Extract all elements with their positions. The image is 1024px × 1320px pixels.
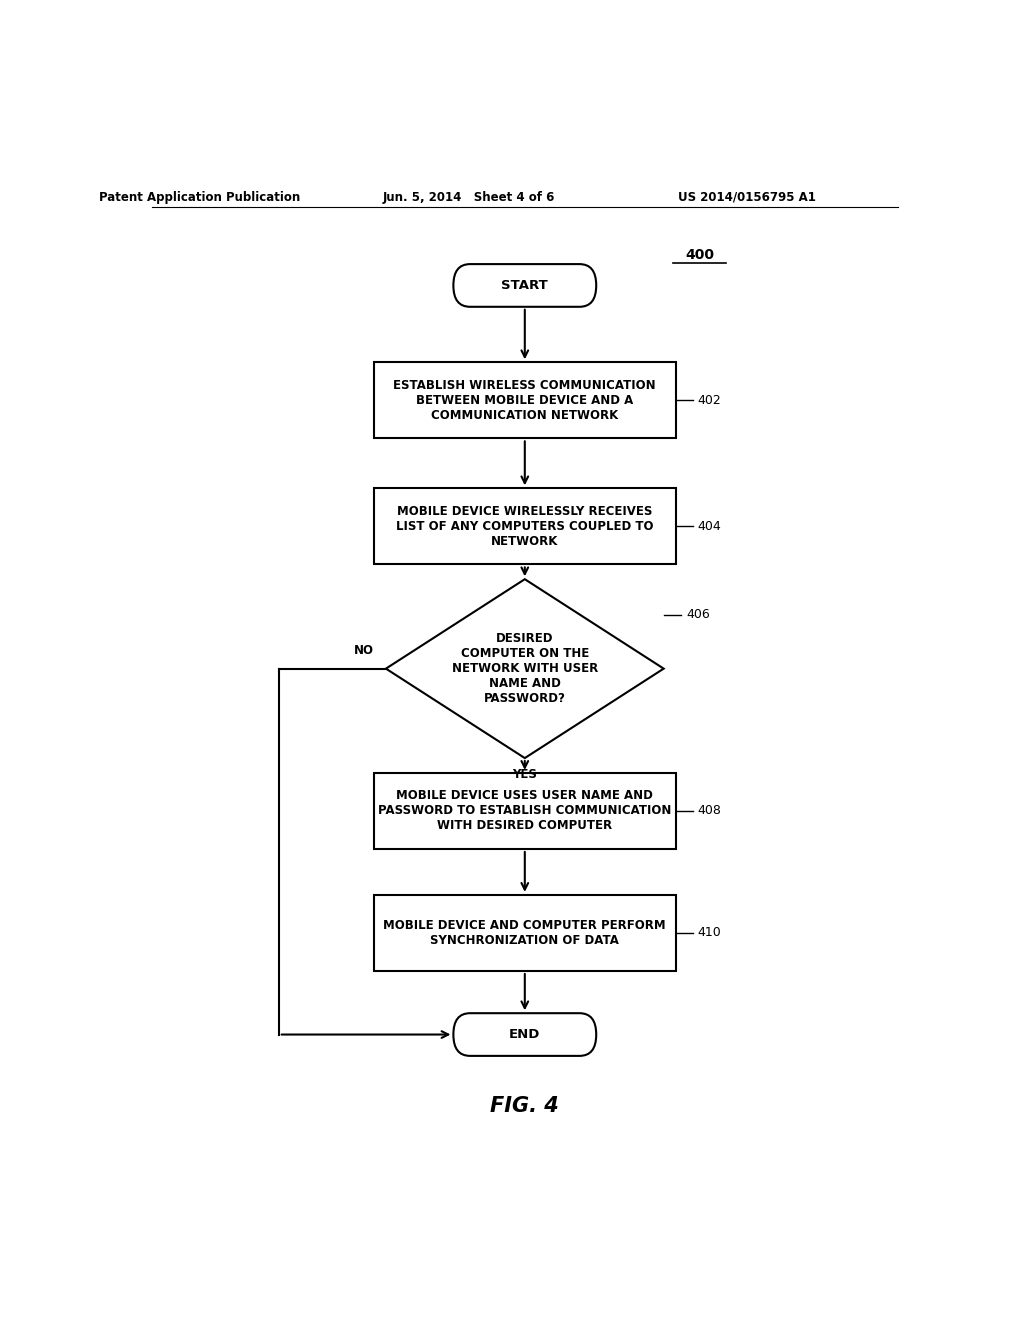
- Text: DESIRED
COMPUTER ON THE
NETWORK WITH USER
NAME AND
PASSWORD?: DESIRED COMPUTER ON THE NETWORK WITH USE…: [452, 632, 598, 705]
- Text: MOBILE DEVICE USES USER NAME AND
PASSWORD TO ESTABLISH COMMUNICATION
WITH DESIRE: MOBILE DEVICE USES USER NAME AND PASSWOR…: [378, 789, 672, 833]
- Text: START: START: [502, 279, 548, 292]
- Polygon shape: [386, 579, 664, 758]
- FancyBboxPatch shape: [374, 772, 676, 849]
- Text: Jun. 5, 2014   Sheet 4 of 6: Jun. 5, 2014 Sheet 4 of 6: [383, 190, 555, 203]
- Text: Patent Application Publication: Patent Application Publication: [98, 190, 300, 203]
- FancyBboxPatch shape: [454, 264, 596, 306]
- Text: 402: 402: [697, 393, 722, 407]
- Text: ESTABLISH WIRELESS COMMUNICATION
BETWEEN MOBILE DEVICE AND A
COMMUNICATION NETWO: ESTABLISH WIRELESS COMMUNICATION BETWEEN…: [393, 379, 656, 422]
- Text: YES: YES: [512, 768, 538, 781]
- Text: 400: 400: [685, 248, 714, 261]
- FancyBboxPatch shape: [454, 1014, 596, 1056]
- FancyBboxPatch shape: [374, 488, 676, 565]
- Text: END: END: [509, 1028, 541, 1041]
- Text: FIG. 4: FIG. 4: [490, 1096, 559, 1115]
- FancyBboxPatch shape: [374, 362, 676, 438]
- Text: 406: 406: [686, 609, 710, 622]
- Text: 410: 410: [697, 927, 722, 940]
- FancyBboxPatch shape: [374, 895, 676, 972]
- Text: 404: 404: [697, 520, 722, 533]
- Text: NO: NO: [354, 644, 374, 657]
- Text: 408: 408: [697, 804, 722, 817]
- Text: MOBILE DEVICE AND COMPUTER PERFORM
SYNCHRONIZATION OF DATA: MOBILE DEVICE AND COMPUTER PERFORM SYNCH…: [383, 919, 667, 946]
- Text: US 2014/0156795 A1: US 2014/0156795 A1: [678, 190, 816, 203]
- Text: MOBILE DEVICE WIRELESSLY RECEIVES
LIST OF ANY COMPUTERS COUPLED TO
NETWORK: MOBILE DEVICE WIRELESSLY RECEIVES LIST O…: [396, 504, 653, 548]
